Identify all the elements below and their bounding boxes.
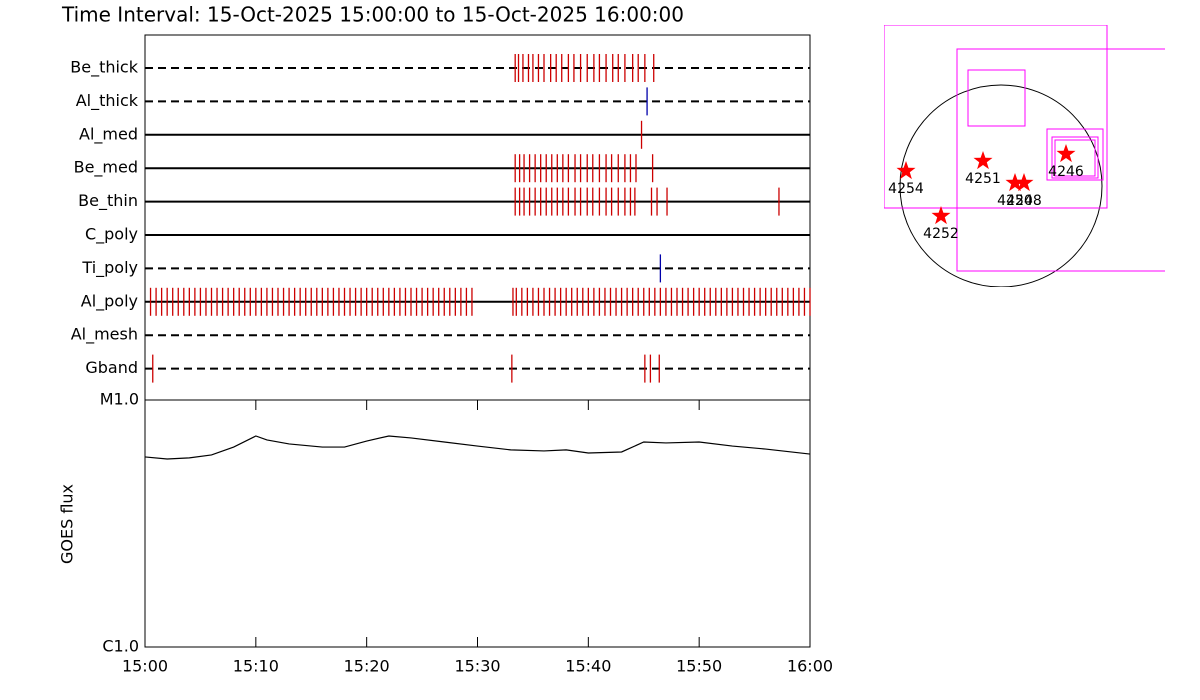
timeline-frame — [144, 34, 811, 401]
row-label: Be_med — [74, 158, 138, 178]
fov-box — [967, 69, 1026, 127]
ar-label: 4248 — [1006, 193, 1042, 209]
ar-star — [1056, 144, 1076, 163]
ar-star — [931, 206, 951, 225]
x-tick-label: 15:40 — [565, 657, 611, 676]
ar-star — [896, 161, 916, 180]
fov-box — [956, 48, 1165, 272]
fov-box — [884, 25, 1108, 209]
ar-star — [973, 151, 993, 170]
row-label: Al_med — [79, 124, 138, 144]
ar-star — [1005, 173, 1025, 192]
ar-label: 4246 — [1048, 164, 1084, 180]
chart-title: Time Interval: 15-Oct-2025 15:00:00 to 1… — [61, 3, 684, 27]
y-tick-label: C1.0 — [102, 637, 139, 656]
row-label: Ti_poly — [81, 258, 138, 278]
ar-label: 4252 — [923, 226, 959, 242]
fov-box — [1046, 128, 1104, 181]
x-tick-label: 15:00 — [122, 657, 168, 676]
y-axis-label: GOES flux — [58, 484, 77, 564]
row-label: Al_poly — [81, 291, 138, 311]
row-label: Gband — [85, 358, 138, 377]
row-label: Al_thick — [76, 91, 139, 111]
goes-line — [144, 435, 811, 460]
x-tick-label: 15:30 — [454, 657, 500, 676]
ar-label: 4250 — [997, 193, 1033, 209]
fov-box — [1051, 136, 1099, 179]
y-tick-label: M1.0 — [100, 390, 139, 409]
row-label: Al_mesh — [71, 325, 138, 345]
x-tick-label: 15:50 — [676, 657, 722, 676]
goes-frame — [144, 399, 811, 648]
x-tick-label: 15:20 — [344, 657, 390, 676]
row-label: Be_thin — [78, 191, 138, 211]
solar-disk — [899, 84, 1103, 287]
ar-star — [1014, 173, 1034, 192]
row-label: C_poly — [85, 225, 138, 245]
ar-label: 4251 — [965, 171, 1001, 187]
fov-box — [1054, 139, 1096, 177]
x-tick-label: 15:10 — [233, 657, 279, 676]
row-label: Be_thick — [70, 58, 138, 78]
ar-label: 4254 — [888, 181, 924, 197]
x-tick-label: 16:00 — [787, 657, 833, 676]
